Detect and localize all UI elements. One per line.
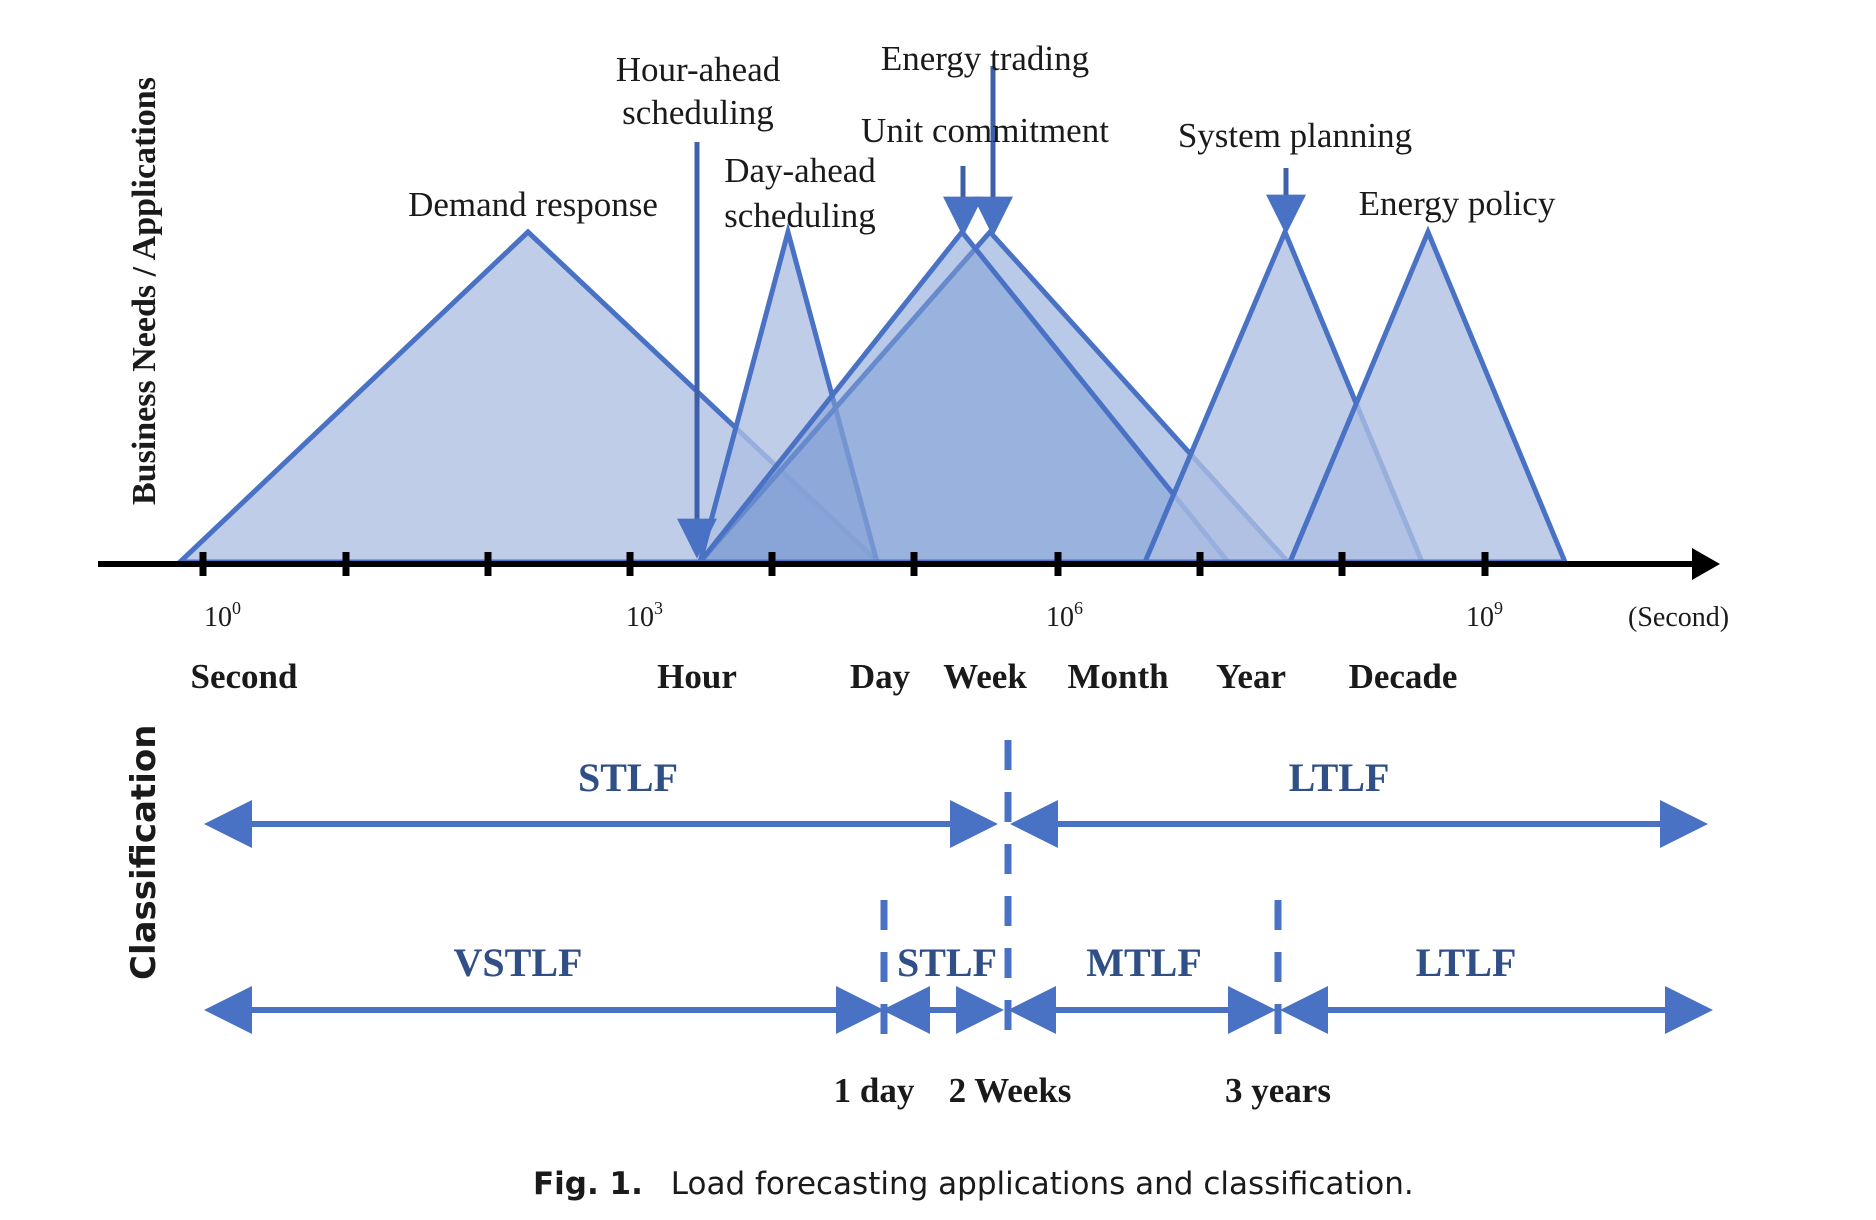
caption-text: Load forecasting applications and classi… <box>671 1166 1414 1202</box>
application-label: Unit commitment <box>861 111 1109 150</box>
time-axis <box>98 548 1720 580</box>
application-label: System planning <box>1178 116 1412 155</box>
time-label: Month <box>1067 657 1168 696</box>
axis-tick-marks <box>199 552 1489 576</box>
application-label: scheduling <box>622 93 774 132</box>
time-label: Decade <box>1349 657 1458 696</box>
caption-label: Fig. 1. <box>533 1166 643 1202</box>
time-label: Day <box>850 657 911 696</box>
boundary-lines <box>880 740 1282 1048</box>
classification-label: LTLF <box>1289 755 1390 800</box>
time-label: Hour <box>657 657 737 696</box>
tick-label: 106 <box>1046 598 1083 633</box>
time-scale-labels: Second Hour Day Week Month Year Decade <box>191 657 1458 696</box>
boundary-label: 2 Weeks <box>949 1071 1072 1110</box>
time-axis-arrowhead <box>1692 548 1720 580</box>
classification-row-2: VSTLF STLF MTLF LTLF <box>204 940 1713 1034</box>
classification-label: VSTLF <box>454 940 583 985</box>
tick-labels: 100 103 106 109 (Second) <box>204 598 1729 633</box>
time-label: Week <box>943 657 1027 696</box>
time-label: Year <box>1216 657 1286 696</box>
boundary-label: 1 day <box>834 1071 915 1110</box>
figure-caption: Fig. 1. Load forecasting applications an… <box>533 1166 1414 1202</box>
application-label: Day-ahead <box>724 151 876 190</box>
application-label: scheduling <box>724 196 876 235</box>
boundary-label: 3 years <box>1225 1071 1331 1110</box>
application-label: Demand response <box>408 185 658 224</box>
classification-label: MTLF <box>1086 940 1202 985</box>
application-triangles <box>173 222 1569 565</box>
pointer-arrows <box>677 66 1306 559</box>
tick-label: 109 <box>1466 598 1503 633</box>
classification-label: STLF <box>578 755 678 800</box>
y-axis-title-top: Business Needs / Applications <box>126 77 163 505</box>
y-axis-title-bottom: Classification <box>124 725 164 980</box>
classification-row-1: STLF LTLF <box>204 755 1708 848</box>
application-label: Energy trading <box>881 39 1089 78</box>
application-labels: Demand response Hour-ahead scheduling Da… <box>408 39 1556 235</box>
application-label: Hour-ahead <box>616 50 781 89</box>
tick-label: 103 <box>626 598 663 633</box>
boundary-labels: 1 day 2 Weeks 3 years <box>834 1071 1331 1110</box>
time-label: Second <box>191 657 299 696</box>
classification-label: STLF <box>897 940 997 985</box>
application-label: Energy policy <box>1359 184 1556 223</box>
unit-label: (Second) <box>1628 602 1729 633</box>
tick-label: 100 <box>204 598 241 633</box>
classification-label: LTLF <box>1416 940 1517 985</box>
